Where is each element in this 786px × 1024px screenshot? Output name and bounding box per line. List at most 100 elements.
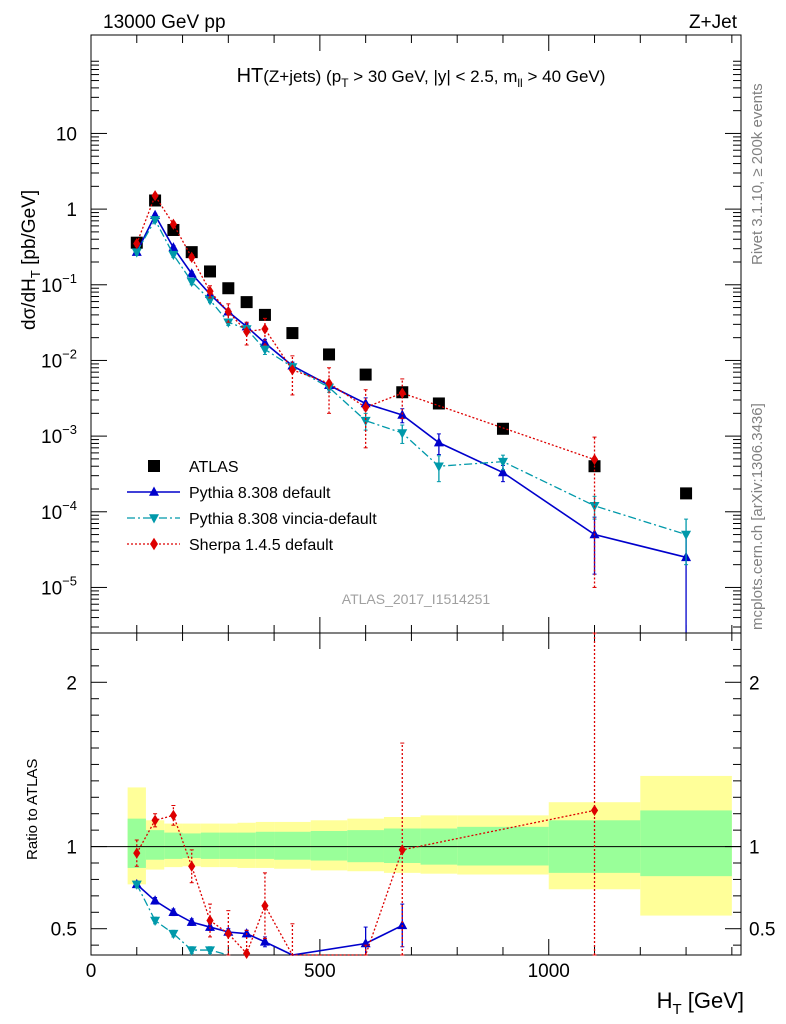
header-right: Z+Jet [689,12,738,33]
main-point-series-2 [186,277,197,288]
legend-entry-label-2: Pythia 8.308 vincia-default [189,511,377,528]
main-point-series-1 [186,268,197,278]
legend-entry-label-3: Sherpa 1.4.5 default [189,537,334,554]
main-point-series-2 [397,429,408,439]
ratio-point-series-2 [398,844,406,856]
ratio-stat-uncertainty-band-5 [219,832,238,859]
ratio-point-series-1 [131,880,142,890]
main-y-tick-base: 10 [41,503,62,524]
main-point-series-0 [204,265,217,278]
ratio-stat-uncertainty-band-1 [145,830,165,860]
main-point-series-0 [222,282,235,295]
ratio-y-tick-label-left: 1 [66,838,77,859]
main-point-series-2 [131,248,142,258]
main-point-series-0 [359,368,372,381]
main-y-tick-label: 10−5 [41,573,77,599]
x-tick-label: 500 [304,961,336,982]
header-left: 13000 GeV pp [103,12,226,33]
ratio-point-series-0 [360,938,371,948]
ratio-y-tick-label-left: 2 [66,673,77,694]
plot-title: HT(Z+jets) (pT > 30 GeV, |y| < 2.5, mll … [237,65,606,90]
main-y-tick-base: 10 [41,578,62,599]
main-point-series-0 [258,308,271,321]
ratio-line-series-1 [136,884,229,956]
ratio-point-series-0 [205,921,216,931]
x-axis-label: HT [GeV] [657,988,744,1018]
main-y-tick-label: 10−4 [41,498,77,524]
ratio-point-series-2 [151,814,159,826]
main-point-series-1 [497,467,508,477]
x-axis-label-text: H [657,988,673,1013]
ratio-y-tick-label-right: 0.5 [749,920,775,941]
plot-title-main: HT [237,65,264,87]
ratio-point-series-1 [150,916,161,926]
legend-marker-2 [149,514,159,524]
main-point-series-3 [133,237,141,250]
main-point-series-2 [681,530,692,541]
main-y-axis-label-unit: [pb/GeV] [19,190,40,270]
main-point-series-2 [150,216,161,226]
main-y-tick-label: 10−3 [41,422,77,448]
ratio-panel-frame [90,632,742,956]
main-point-series-0 [167,223,180,236]
main-point-series-3 [398,387,406,399]
analysis-id: ATLAS_2017_I1514251 [342,591,491,607]
main-y-tick-base: 10 [41,427,62,448]
legend-marker-3 [150,537,158,551]
main-point-series-0 [432,397,445,410]
main-y-tick-exponent: −1 [62,271,77,286]
rivet-label: Rivet 3.1.10, ≥ 200k events [749,83,766,265]
ratio-point-series-2 [133,847,141,859]
ratio-point-series-0 [259,936,270,946]
main-point-series-3 [261,323,269,335]
main-line-series-1 [136,213,687,559]
ratio-y-tick-label-left: 0.5 [51,920,77,941]
ratio-point-series-0 [186,916,197,926]
ratio-stat-uncertainty-band-8 [274,831,311,860]
x-axis-label-sub: T [672,1001,681,1018]
ratio-point-series-0 [168,906,179,917]
ratio-stat-uncertainty-band-2 [164,832,183,859]
ratio-point-series-1 [186,946,197,956]
main-y-axis-label-sub: T [28,270,43,278]
x-axis-label-unit: [GeV] [682,988,744,1013]
ratio-point-series-2 [169,809,177,821]
main-y-tick-exponent: −4 [62,498,77,513]
ratio-point-series-0 [150,895,161,905]
main-y-tick-label: 1 [66,200,77,221]
legend-marker-1 [149,486,159,496]
main-point-series-3 [151,190,159,202]
legend-entry-label-0: ATLAS [189,459,239,476]
ratio-point-series-2 [590,804,599,817]
main-point-series-0 [323,348,336,361]
main-point-series-2 [205,296,216,306]
mcplots-label: mcplots.cern.ch [arXiv:1306.3436] [749,403,766,630]
main-y-axis-label-text: dσ/dH [19,278,40,330]
main-point-series-3 [362,401,370,413]
ratio-panel: 0.5 0.5 1 1 2 2 0 500 1000 [51,632,775,982]
main-y-tick-base: 10 [41,351,62,372]
main-point-series-0 [496,422,509,435]
main-point-series-0 [240,296,253,309]
ratio-point-series-1 [168,929,179,940]
main-y-tick-label: 10−2 [41,346,77,372]
legend-marker-0 [148,460,160,472]
main-y-tick-exponent: −2 [62,346,77,361]
main-point-series-0 [286,327,299,340]
ratio-point-series-0 [397,919,408,930]
x-tick-label: 0 [86,961,97,982]
ratio-stat-uncertainty-band-15 [640,810,732,877]
main-point-series-3 [188,251,196,264]
ratio-y-tick-label-right: 2 [749,673,760,694]
main-point-series-2 [168,250,179,261]
main-y-tick-base: 10 [41,276,62,297]
ratio-point-series-0 [241,928,252,938]
main-point-series-3 [243,326,251,338]
main-point-series-3 [206,285,214,297]
main-point-series-0 [680,487,693,500]
main-point-series-3 [169,218,177,230]
ratio-y-axis-label: Ratio to ATLAS [24,759,41,860]
plot-title-sub-t: T [341,76,349,90]
